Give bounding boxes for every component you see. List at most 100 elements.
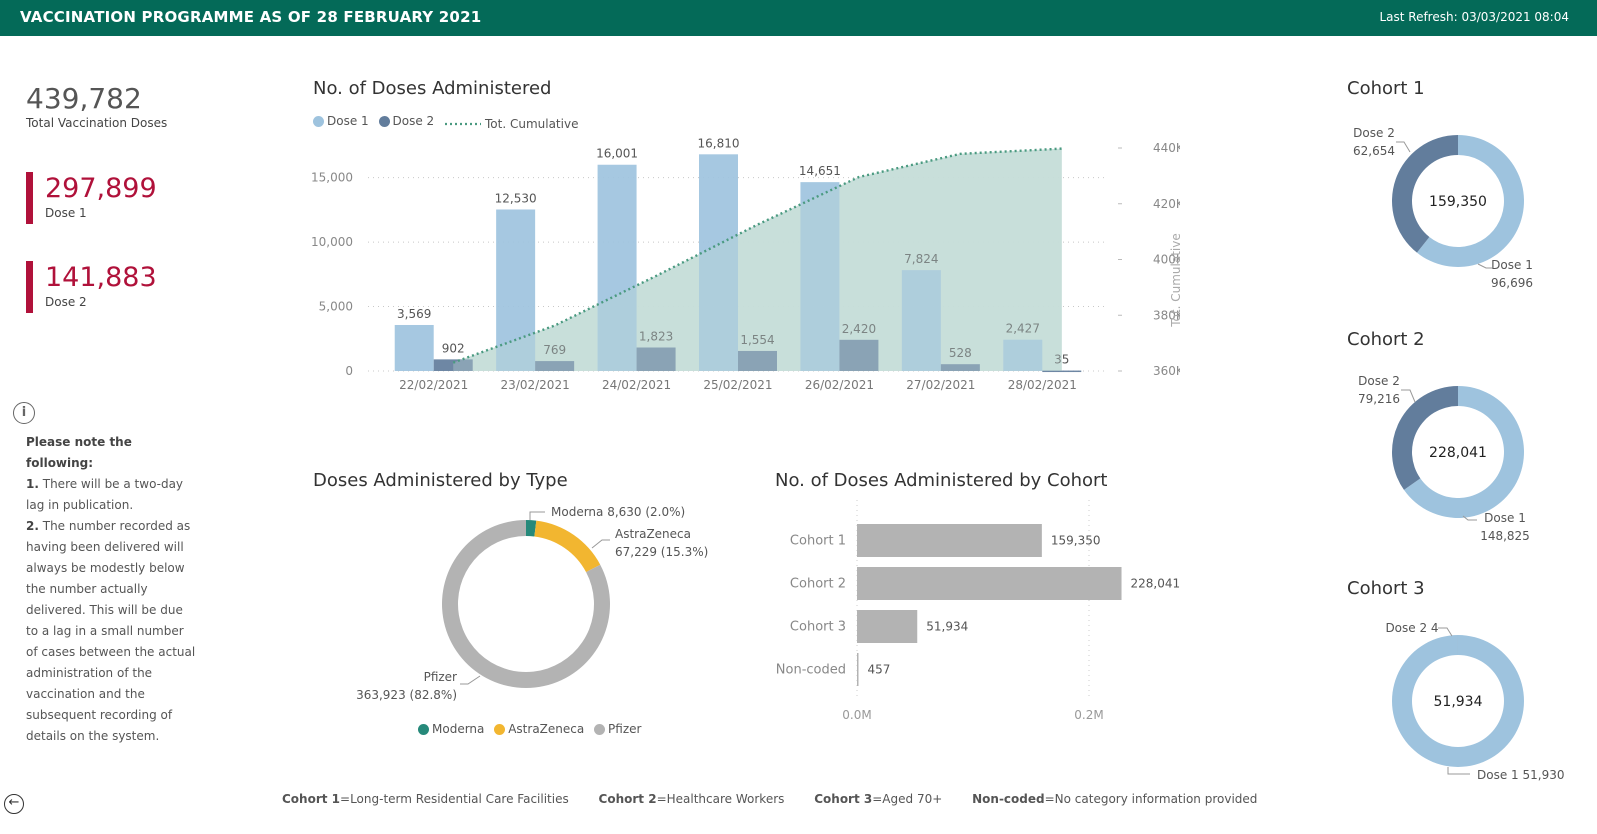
dose1-data-label: 96,696 (1491, 276, 1533, 290)
legend-moderna-label: Moderna (432, 722, 485, 736)
y2-tick-label: 400K (1153, 253, 1180, 267)
kpi-dose1-value: 297,899 (45, 173, 157, 204)
dose1-bar (901, 270, 941, 371)
cohort-bar (857, 610, 918, 643)
x-tick-label: 28/02/2021 (1008, 378, 1077, 392)
dose2-name-label: Dose 2 (1358, 374, 1400, 388)
dose1-data-label: 16,001 (596, 147, 638, 161)
astrazeneca-data-label: 67,229 (15.3%) (615, 545, 708, 559)
legend-moderna[interactable]: Moderna (418, 722, 484, 736)
moderna-slice (526, 520, 537, 537)
legend-dose1[interactable]: Dose 1 (313, 114, 369, 128)
dose2-bar (738, 350, 777, 371)
cohort2-title: Cohort 2 (1347, 329, 1425, 350)
legend-pfizer-dot (594, 723, 606, 735)
type-chart-legend: Moderna AstraZeneca Pfizer (418, 722, 647, 738)
cohort1-donut-chart: 159,350 Dose 2 62,654 Dose 1 96,696 (1353, 126, 1533, 290)
type-chart-title: Doses Administered by Type (313, 470, 568, 491)
cohort-category-label: Cohort 1 (790, 534, 846, 549)
legend-cumulative[interactable]: Tot. Cumulative (444, 117, 578, 131)
dose2-data-label: Dose 2 4 (1385, 621, 1438, 635)
dose1-bar (394, 324, 434, 371)
y-tick-label: 0 (345, 364, 353, 378)
pfizer-leader (460, 675, 481, 685)
dose1-data-label: Dose 1 51,930 (1477, 768, 1564, 782)
legend-astrazeneca-dot (494, 723, 506, 735)
dose1-data-label: 7,824 (904, 252, 938, 266)
footer-key: Cohort 2 (598, 792, 657, 806)
note-1-number: 1. (26, 477, 39, 491)
legend-dose2[interactable]: Dose 2 (378, 114, 434, 128)
dose1-leader (1447, 767, 1470, 775)
x-tick-label: 0.0M (842, 708, 871, 722)
x-tick-label: 26/02/2021 (805, 378, 874, 392)
cohort-data-label: 228,041 (1131, 577, 1181, 591)
doses-chart-legend: Dose 1 Dose 2 Tot. Cumulative (313, 114, 584, 131)
dose1-bar (699, 154, 738, 371)
cohort-category-label: Cohort 3 (790, 620, 846, 635)
legend-pfizer[interactable]: Pfizer (594, 722, 641, 736)
cohort-data-label: 159,350 (1051, 534, 1101, 548)
info-icon[interactable]: i (13, 402, 35, 424)
astrazeneca-name-label: AstraZeneca (615, 527, 691, 541)
dose2-data-label: 79,216 (1358, 392, 1400, 406)
cohort1-title: Cohort 1 (1347, 78, 1425, 99)
legend-cumulative-line (445, 122, 481, 125)
cohort-category-label: Cohort 2 (790, 577, 846, 592)
cohort-bar-chart: 0.0M 0.2M Cohort 1 159,350 Cohort 2 228,041 Co… (776, 500, 1181, 722)
y2-tick-label: 380K (1153, 308, 1180, 322)
dose1-slice (1403, 386, 1524, 518)
note-1-text: There will be a two-day lag in publicati… (26, 477, 184, 512)
page-title: VACCINATION PROGRAMME AS OF 28 FEBRUARY … (20, 8, 482, 26)
dose1-data-label: 14,651 (799, 164, 841, 178)
y2-tick-label: 420K (1153, 197, 1180, 211)
y2-tick-label: 360K (1153, 364, 1180, 378)
dose2-name-label: Dose 2 (1353, 126, 1395, 140)
cohort-bar (857, 653, 859, 686)
dose1-slice (1416, 135, 1524, 267)
dose1-bar (800, 182, 840, 371)
header-bar: VACCINATION PROGRAMME AS OF 28 FEBRUARY … (0, 0, 1597, 36)
note-2-text: The number recorded as having been deliv… (26, 519, 196, 743)
dose1-name-label: Dose 1 (1491, 258, 1533, 272)
footer-item-noncoded: Non-coded=No category information provid… (972, 792, 1257, 806)
cumulative-line (452, 147, 1062, 364)
x-tick-label: 23/02/2021 (501, 378, 570, 392)
cohort3-donut-chart: 51,934 Dose 2 4 Dose 1 51,930 (1385, 621, 1564, 782)
dose2-data-label: 902 (442, 341, 465, 355)
type-donut-chart: Moderna 8,630 (2.0%) AstraZeneca 67,229 (1… (356, 505, 708, 702)
dose2-leader (1401, 389, 1416, 403)
kpi-dose2-value: 141,883 (45, 262, 157, 293)
doses-chart-title: No. of Doses Administered (313, 78, 552, 99)
cohort-center-total: 228,041 (1429, 445, 1487, 461)
dose1-bar (496, 209, 536, 371)
notes-panel: Please note the following: 1. There will… (26, 432, 196, 747)
cohort-category-label: Non-coded (776, 663, 846, 678)
dose1-name-label: Dose 1 (1484, 511, 1526, 525)
legend-dose2-dot (378, 115, 390, 127)
kpi-total-value: 439,782 (26, 82, 142, 115)
dose2-slice (1392, 135, 1458, 253)
x-tick-label: 24/02/2021 (602, 378, 671, 392)
y-tick-label: 5,000 (319, 300, 353, 314)
kpi-total-label: Total Vaccination Doses (26, 116, 168, 130)
dose1-data-label: 3,569 (397, 307, 431, 321)
cohort3-title: Cohort 3 (1347, 578, 1425, 599)
dose2-data-label: 1,554 (740, 333, 774, 347)
dose2-bar (1042, 370, 1082, 373)
back-arrow-icon[interactable]: ← (4, 794, 24, 814)
cohort-data-label: 457 (868, 663, 891, 677)
kpi-total: 439,782 Total Vaccination Doses (26, 82, 167, 130)
dose1-bar (1003, 339, 1043, 371)
dose2-data-label: 528 (949, 346, 972, 360)
kpi-dose1-label: Dose 1 (45, 206, 87, 220)
dose1-data-label: 2,427 (1006, 322, 1040, 336)
dose2-leader (1438, 627, 1453, 637)
pfizer-name-label: Pfizer (424, 670, 457, 684)
dose2-data-label: 62,654 (1353, 144, 1395, 158)
legend-astrazeneca[interactable]: AstraZeneca (494, 722, 584, 736)
y-tick-label: 10,000 (311, 235, 353, 249)
dose1-slice (1391, 635, 1524, 767)
legend-cumulative-label: Tot. Cumulative (485, 116, 579, 131)
dose2-leader (1396, 141, 1411, 153)
